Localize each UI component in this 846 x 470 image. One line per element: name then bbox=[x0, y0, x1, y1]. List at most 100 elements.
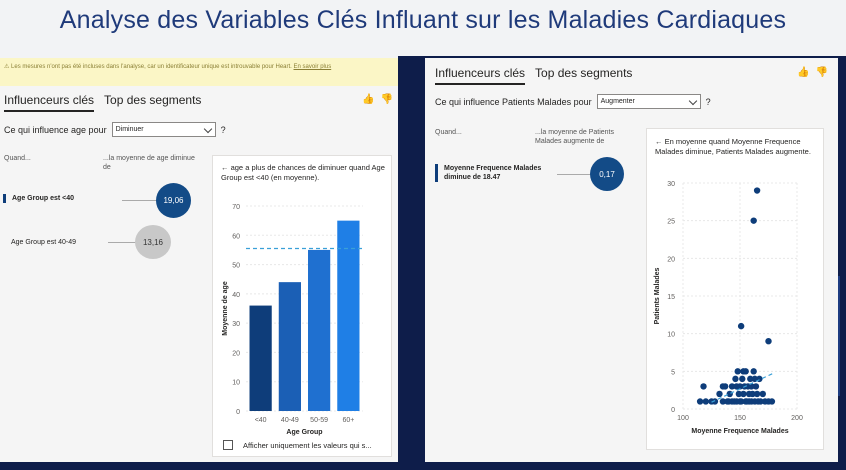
connector-line bbox=[557, 174, 591, 175]
scatter-point bbox=[740, 368, 747, 375]
scatter-point bbox=[752, 383, 760, 390]
y-tick-label: 40 bbox=[232, 292, 240, 299]
y-tick-label: 60 bbox=[232, 233, 240, 240]
scatter-point bbox=[732, 375, 739, 383]
bottom-band bbox=[0, 462, 846, 470]
influencer-item-age-40-49[interactable]: Age Group est 40-49 bbox=[11, 239, 76, 246]
influence-bubble[interactable]: 19,06 bbox=[156, 183, 191, 218]
thumbs-up-icon[interactable]: 👍 bbox=[362, 94, 375, 105]
x-tick-label: 100 bbox=[677, 415, 689, 422]
x-axis-label: Age Group bbox=[286, 429, 322, 436]
y-axis-label: Moyenne de age bbox=[222, 281, 229, 336]
influence-bubble[interactable]: 0,17 bbox=[590, 157, 624, 191]
x-tick-label: 150 bbox=[734, 415, 746, 422]
influence-bubble[interactable]: 13,16 bbox=[135, 225, 171, 259]
tab-key-influencers[interactable]: Influenceurs clés bbox=[4, 93, 95, 112]
detail-card-age: ← age a plus de chances de diminuer quan… bbox=[212, 155, 392, 457]
scatter-point bbox=[734, 368, 741, 375]
direction-dropdown-value: Diminuer bbox=[115, 126, 144, 133]
age-group-bar-chart: 0 10 20 30 40 50 60 70 <40 40-49 50-59 60+ Age Group… bbox=[222, 204, 363, 436]
thumbs-down-icon[interactable]: 👎 bbox=[380, 94, 393, 105]
y-tick-label: 30 bbox=[667, 181, 675, 188]
column-average: ...la moyenne de Patients Malades augmen… bbox=[535, 129, 614, 145]
tab-top-segments[interactable]: Top des segments bbox=[104, 93, 202, 107]
scatter-point bbox=[726, 390, 733, 398]
y-tick-label: 5 bbox=[671, 369, 675, 376]
scatter-point bbox=[735, 390, 743, 398]
influencer-item-frequency[interactable]: Moyenne Frequence Malades diminue de 18.… bbox=[435, 164, 555, 182]
warning-text: Les mesures n'ont pas été incluses dans … bbox=[11, 64, 292, 70]
scatter-point bbox=[719, 383, 727, 390]
direction-dropdown[interactable]: Augmenter bbox=[596, 94, 701, 109]
key-influencers-panel-age: ⚠ Les mesures n'ont pas été incluses dan… bbox=[0, 58, 398, 462]
y-tick-label: 20 bbox=[667, 256, 675, 263]
y-axis-label: Patients Malades bbox=[654, 267, 661, 324]
scatter-point bbox=[759, 390, 766, 398]
bar bbox=[308, 249, 331, 411]
scatter-point bbox=[719, 398, 727, 405]
y-tick-label: 10 bbox=[667, 332, 675, 339]
scatter-point bbox=[711, 398, 719, 405]
scatter-point bbox=[696, 398, 704, 405]
filter-checkbox[interactable] bbox=[223, 440, 233, 450]
scatter-point bbox=[753, 390, 761, 398]
warning-icon: ⚠ bbox=[4, 64, 12, 70]
x-axis-label: Moyenne Frequence Malades bbox=[691, 428, 788, 435]
key-influencers-panel-patients: Influenceurs clés Top des segments 👍 👎 C… bbox=[425, 58, 838, 462]
back-arrow-icon[interactable]: ← bbox=[655, 137, 663, 146]
learn-more-link[interactable]: En savoir plus bbox=[293, 64, 332, 70]
tab-bar: Influenceurs clés Top des segments bbox=[435, 66, 632, 85]
scatter-point bbox=[728, 383, 736, 390]
y-tick-label: 15 bbox=[667, 294, 675, 301]
scatter-point bbox=[742, 398, 749, 405]
feedback-icons: 👍 👎 bbox=[362, 94, 393, 105]
column-when: Quand... bbox=[435, 129, 462, 136]
x-tick-label: 50-59 bbox=[310, 417, 328, 424]
scatter-point bbox=[737, 322, 745, 330]
detail-card-text: ← En moyenne quand Moyenne Frequence Mal… bbox=[655, 137, 819, 157]
help-icon[interactable]: ? bbox=[705, 96, 711, 107]
scatter-point bbox=[725, 398, 732, 405]
warning-banner: ⚠ Les mesures n'ont pas été incluses dan… bbox=[0, 58, 398, 86]
tab-key-influencers[interactable]: Influenceurs clés bbox=[435, 66, 526, 85]
scatter-point bbox=[750, 217, 757, 224]
detail-card-text: ← age a plus de chances de diminuer quan… bbox=[221, 163, 389, 183]
y-tick-label: 0 bbox=[236, 409, 240, 416]
back-arrow-icon[interactable]: ← bbox=[221, 163, 229, 172]
scatter-point bbox=[749, 390, 756, 398]
thumbs-down-icon[interactable]: 👎 bbox=[815, 67, 828, 78]
scatter-point bbox=[716, 390, 723, 398]
y-tick-label: 20 bbox=[232, 350, 240, 357]
column-average: ...la moyenne de age diminue de bbox=[103, 155, 195, 171]
influencer-item-age-lt40[interactable]: Age Group est <40 bbox=[3, 194, 74, 203]
question-label: Ce qui influence age pour bbox=[4, 124, 107, 135]
tab-top-segments[interactable]: Top des segments bbox=[535, 66, 633, 80]
column-when: Quand... bbox=[4, 155, 31, 162]
scatter-point bbox=[740, 390, 747, 398]
x-tick-label: 60+ bbox=[342, 417, 354, 424]
detail-text: En moyenne quand Moyenne Frequence Malad… bbox=[655, 137, 811, 156]
help-icon[interactable]: ? bbox=[220, 124, 226, 135]
scatter-point bbox=[702, 398, 709, 405]
thumbs-up-icon[interactable]: 👍 bbox=[797, 67, 810, 78]
page-title: Analyse des Variables Clés Influant sur … bbox=[59, 6, 787, 34]
y-tick-label: 70 bbox=[232, 204, 240, 211]
y-tick-label: 50 bbox=[232, 263, 240, 270]
x-tick-label: 200 bbox=[791, 415, 803, 422]
y-tick-label: 30 bbox=[232, 321, 240, 328]
scatter-point bbox=[747, 375, 754, 383]
direction-dropdown[interactable]: Diminuer bbox=[111, 122, 216, 137]
scatter-point bbox=[700, 383, 707, 390]
scatter-point bbox=[736, 383, 744, 390]
scatter-point bbox=[757, 398, 764, 405]
scatter-point bbox=[750, 368, 757, 375]
trend-line bbox=[711, 372, 775, 403]
scatter-point bbox=[768, 398, 776, 405]
scatter-point bbox=[753, 187, 761, 194]
feedback-icons: 👍 👎 bbox=[797, 67, 828, 78]
connector-line bbox=[108, 242, 136, 243]
direction-dropdown-value: Augmenter bbox=[600, 98, 635, 105]
scatter-point bbox=[739, 375, 746, 383]
scatter-point bbox=[765, 338, 772, 345]
filter-checkbox-label: Afficher uniquement les valeurs qui s... bbox=[243, 441, 372, 450]
